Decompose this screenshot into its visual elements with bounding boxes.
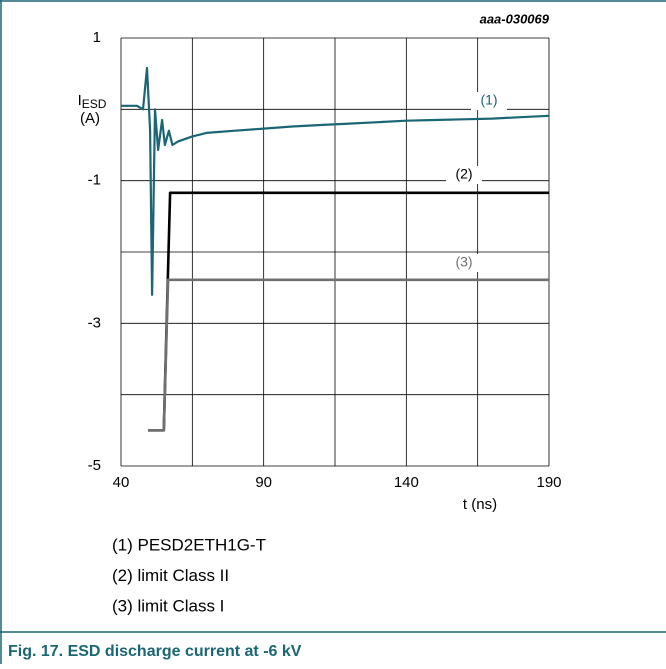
caption: Fig. 17. ESD discharge current at -6 kV (8, 643, 302, 660)
y-axis-unit: (A) (80, 110, 100, 127)
y-tick-label: -1 (88, 172, 101, 189)
legend-entry: (2) limit Class II (112, 566, 229, 585)
series-tag: (3) (455, 254, 472, 270)
y-axis-label: IESD (78, 92, 107, 111)
x-tick-label: 140 (394, 474, 419, 491)
series-line (148, 278, 549, 432)
y-tick-label: -3 (88, 314, 101, 331)
x-tick-label: 40 (113, 474, 130, 491)
y-label-sub: ESD (82, 97, 107, 111)
y-tick-label: 1 (93, 29, 101, 46)
series-tag-bg (446, 254, 482, 272)
x-tick-label: 190 (536, 474, 561, 491)
y-label-main: I (78, 92, 82, 109)
x-tick-label: 90 (255, 474, 272, 491)
figure-code: aaa-030069 (480, 11, 550, 26)
x-axis-label: t (ns) (463, 496, 497, 513)
legend-entry: (3) limit Class I (112, 596, 224, 615)
series-tag: (1) (480, 92, 497, 108)
series-tag-bg (471, 92, 507, 110)
legend-entry: (1) PESD2ETH1G-T (112, 535, 266, 554)
y-tick-label: -5 (88, 457, 101, 474)
series-line (121, 66, 550, 296)
series-tag: (2) (455, 166, 472, 182)
series-tag-bg (446, 166, 482, 184)
